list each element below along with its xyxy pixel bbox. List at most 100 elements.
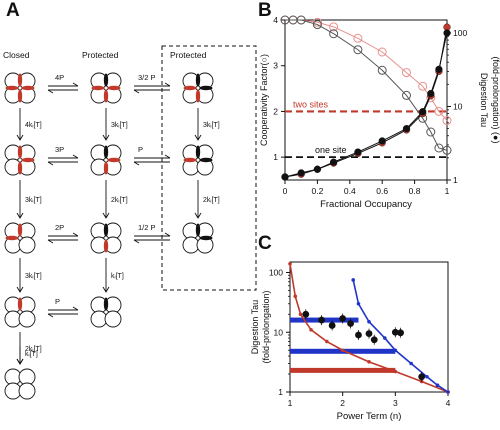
- series-one-site: [280, 15, 452, 155]
- y-tick-label-right: 1: [453, 175, 458, 185]
- series-line: [285, 19, 448, 151]
- data-point: [296, 15, 306, 25]
- equilibrium-protected-box: [133, 82, 171, 94]
- arrow-head: [102, 286, 110, 293]
- tetramer-protected-0: [90, 296, 122, 328]
- curve-point: [293, 294, 298, 299]
- data-point: [434, 143, 444, 153]
- red-blocker: [21, 85, 35, 91]
- equilibrium-closed-protected: [47, 154, 79, 166]
- arrow-head: [194, 212, 202, 219]
- data-point: [312, 17, 322, 27]
- subunit: [18, 382, 36, 400]
- data-point: [418, 81, 428, 91]
- arrow-head: [16, 134, 24, 141]
- black-blocker: [199, 85, 213, 91]
- data-point: [318, 316, 325, 324]
- arrow-box-down: [194, 180, 202, 219]
- red-blocker: [17, 223, 23, 237]
- eq-forward-head: [72, 232, 79, 237]
- eq-forward-head: [72, 306, 79, 311]
- rate-label-p: 4P: [55, 73, 64, 82]
- arrow-head: [194, 134, 202, 141]
- x-tick-label: 0.8: [409, 186, 421, 196]
- red-blocker: [5, 235, 19, 241]
- series-data: [302, 309, 426, 382]
- subunit: [104, 310, 122, 328]
- rate-closed: 3kᵢ[T]: [25, 197, 42, 204]
- curve-point: [351, 278, 356, 282]
- black-blocker: [103, 73, 109, 87]
- tetramer-closed-3: [4, 144, 36, 176]
- curve-point: [356, 301, 361, 306]
- arrow-closed-down: [16, 180, 24, 219]
- data-point: [354, 148, 362, 156]
- data-point: [434, 106, 444, 116]
- data-point: [353, 45, 363, 55]
- data-point: [328, 322, 336, 329]
- panel-label-b: B: [258, 0, 272, 21]
- data-point: [426, 127, 436, 137]
- arrow-head: [16, 286, 24, 293]
- protected-header: Protected: [82, 50, 119, 60]
- red-blocker: [183, 157, 197, 163]
- y-axis-label-1: Digestion Tau: [250, 300, 260, 354]
- black-blocker: [103, 223, 109, 237]
- data-point: [418, 373, 426, 381]
- tetramer-protected-2: [90, 144, 122, 176]
- x-axis-label: Fractional Occupancy: [320, 199, 412, 210]
- data-point: [339, 315, 347, 322]
- rate-protected: kᵢ[T]: [111, 273, 124, 280]
- eq-back-head: [47, 239, 54, 244]
- black-blocker: [103, 297, 109, 311]
- data-point: [443, 29, 451, 37]
- subunit: [18, 236, 36, 254]
- red-blocker: [107, 157, 121, 163]
- data-point: [365, 330, 373, 337]
- data-point: [435, 65, 443, 73]
- rate-closed: 2kᵢ[T]: [25, 346, 42, 353]
- protected-box-header: Protected: [170, 50, 207, 60]
- rate-protected: 3kᵢ[T]: [111, 122, 128, 129]
- panel-label-c: C: [258, 233, 272, 254]
- equilibrium-protected-box: [133, 232, 171, 244]
- red-blocker: [91, 85, 105, 91]
- black-blocker: [103, 145, 109, 159]
- red-blocker: [17, 89, 23, 103]
- rate-label-box: 3/2 P: [138, 73, 156, 82]
- rate-label-p: P: [55, 297, 60, 306]
- series-red-curve: [288, 261, 450, 394]
- red-blocker: [17, 297, 23, 311]
- arrow-protected-down: [102, 108, 110, 141]
- y-tick-label-right: 100: [453, 28, 467, 38]
- horizontal-band: [290, 367, 396, 373]
- y-axis-label-right-1: Digestion Tau: [479, 73, 489, 127]
- data-point: [377, 65, 387, 75]
- data-point: [402, 68, 411, 78]
- curve-point: [435, 383, 440, 387]
- arrow-box-down: [194, 108, 202, 141]
- y-tick-label-left: 1: [273, 152, 278, 162]
- rate-closed: 3kᵢ[T]: [25, 273, 42, 280]
- rate-protected: 2kᵢ[T]: [111, 197, 128, 204]
- data-point: [419, 108, 427, 116]
- arrow-head: [16, 358, 24, 365]
- eq-forward-head: [164, 154, 171, 159]
- x-tick-label: 0: [283, 186, 288, 196]
- black-blocker: [199, 157, 213, 163]
- tetramer-box-0: [182, 222, 214, 254]
- curve-point: [409, 361, 413, 366]
- data-point: [442, 145, 452, 155]
- data-point: [370, 336, 378, 344]
- y-tick-label: 10: [274, 327, 284, 337]
- curve-point: [393, 348, 398, 353]
- eq-forward-head: [164, 82, 171, 87]
- eq-back-head: [133, 89, 140, 94]
- curve-point: [367, 319, 371, 324]
- eq-forward-head: [72, 82, 79, 87]
- eq-forward-head: [164, 232, 171, 237]
- x-tick-label: 2: [340, 398, 345, 408]
- arrow-head: [102, 134, 110, 141]
- red-blocker: [17, 73, 23, 87]
- curve-point: [309, 327, 313, 332]
